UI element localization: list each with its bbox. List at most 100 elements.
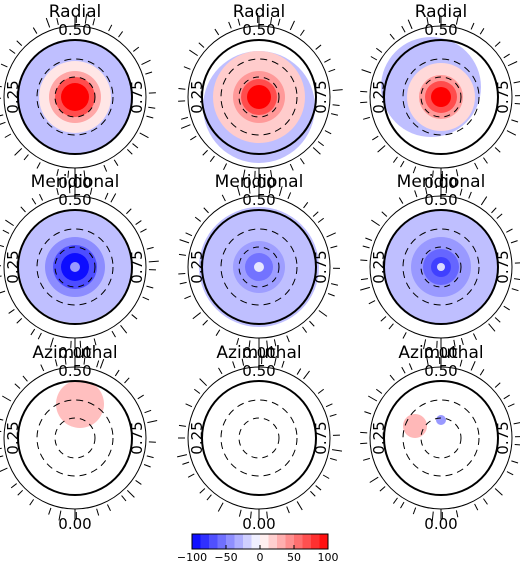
phase-label-top: 0.50 [424,362,457,380]
dashed-circle [238,246,280,288]
phase-label-left: 0.25 [4,421,22,454]
colorbar-cell [234,534,244,549]
phase-ticks [178,13,343,180]
colorbar-tick-label: −100 [177,551,207,564]
panel-title: Azimuthal [32,343,117,363]
field-contour [431,87,451,107]
reference-circle [383,209,499,325]
phase-label-left: 0.25 [188,421,206,454]
panel-title: Azimuthal [216,343,301,363]
panel-title: Meridional [397,172,486,192]
dashed-circle [420,417,462,459]
phase-label-left: 0.25 [370,250,388,283]
phase-label-right: 0.75 [312,250,330,283]
colorbar-cell [243,534,252,549]
reference-circle [17,380,133,496]
phase-label-bottom: 0.00 [58,344,91,362]
colorbar-cell [260,534,269,549]
velocity-field [383,209,499,325]
phase-ticks [360,355,520,522]
dashed-circle [54,246,96,288]
colorbar-cell [217,534,227,549]
dashed-circle [402,58,480,136]
phase-label-bottom: 0.00 [58,515,91,533]
dashed-circle [420,76,462,118]
field-contour [70,262,80,272]
phase-label-bottom: 0.00 [424,344,457,362]
dashed-circle [36,228,114,306]
colorbar-cell [268,534,278,549]
velocity-field [381,37,481,137]
panel-title: Radial [49,2,102,22]
phase-label-top: 0.50 [58,21,91,39]
phase-ticks [0,13,156,181]
phase-label-left: 0.25 [4,250,22,283]
colorbar-cell [319,534,329,549]
colorbar-tick-label: 100 [318,551,339,564]
dashed-circle [220,399,298,477]
reference-circle [17,39,133,155]
dashed-circle [220,58,298,136]
phase-label-bottom: 0.00 [242,344,275,362]
phase-label-left: 0.25 [370,80,388,113]
phase-ticks [178,185,340,351]
phase-label-top: 0.50 [242,191,275,209]
reference-circle [383,380,499,496]
velocity-field [199,207,319,327]
colorbar-cell [226,534,235,549]
phase-label-left: 0.25 [370,421,388,454]
field-contour [247,85,271,109]
field-contour [403,414,427,438]
colorbar-cell [294,534,303,549]
reference-circle [17,209,133,325]
phase-label-left: 0.25 [4,80,22,113]
field-contour [56,380,104,428]
dashed-circle [36,58,114,136]
phase-label-left: 0.25 [188,250,206,283]
phase-label-bottom: 0.00 [242,174,275,192]
velocity-field [56,380,104,428]
colorbar-cell [200,534,210,549]
velocity-field [19,211,131,323]
velocity-field [17,39,133,155]
phase-label-right: 0.75 [312,421,330,454]
colorbar-cell [192,534,201,549]
phase-label-bottom: 0.00 [242,515,275,533]
phase-label-right: 0.75 [128,250,146,283]
panel-title: Radial [233,2,286,22]
phase-label-right: 0.75 [494,250,512,283]
dashed-circle [238,417,280,459]
colorbar-tick-label: −50 [214,551,237,564]
phase-label-right: 0.75 [494,80,512,113]
field-contour [437,263,445,271]
phase-label-right: 0.75 [494,421,512,454]
outer-boundary [369,366,513,510]
colorbar-cell [209,534,218,549]
reference-circle [201,39,317,155]
field-contour [436,415,446,425]
colorbar-cell [311,534,320,549]
reference-circle [201,209,317,325]
phase-label-top: 0.50 [424,191,457,209]
reference-circle [383,39,499,155]
dashed-circle [54,76,96,118]
velocity-field [203,51,315,163]
phase-label-bottom: 0.00 [58,174,91,192]
phase-label-right: 0.75 [128,421,146,454]
phase-label-top: 0.50 [58,362,91,380]
colorbar-tick-label: 50 [287,551,301,564]
dashed-circle [420,246,462,288]
colorbar-cell [285,534,295,549]
colorbar: −100 −50 0 50 100 [177,533,339,564]
phase-label-bottom: 0.00 [424,515,457,533]
